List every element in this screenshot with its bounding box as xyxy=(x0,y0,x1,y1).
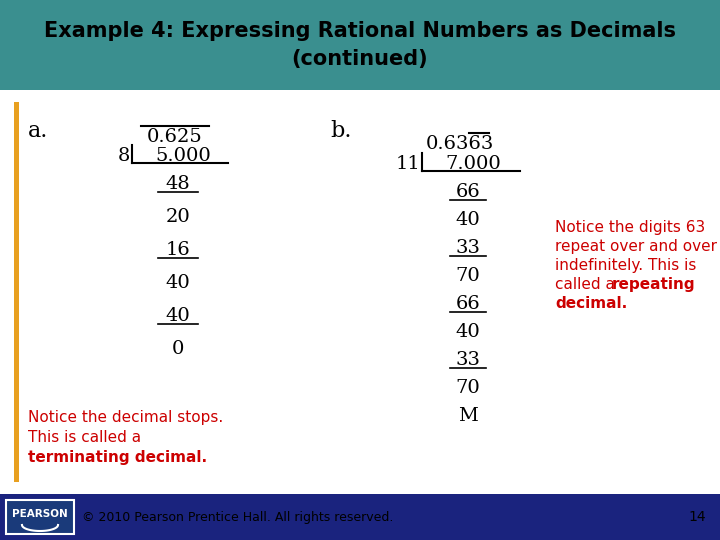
Text: terminating decimal.: terminating decimal. xyxy=(28,450,207,465)
Text: a.: a. xyxy=(28,120,48,142)
Text: 66: 66 xyxy=(456,183,480,201)
Bar xyxy=(14,102,19,482)
Text: Example 4: Expressing Rational Numbers as Decimals
(continued): Example 4: Expressing Rational Numbers a… xyxy=(44,21,676,69)
Text: 70: 70 xyxy=(456,267,480,285)
Text: 40: 40 xyxy=(166,307,190,325)
Text: decimal.: decimal. xyxy=(555,296,627,311)
Text: 11: 11 xyxy=(395,155,420,173)
Text: repeat over and over: repeat over and over xyxy=(555,239,717,254)
Text: 14: 14 xyxy=(688,510,706,524)
Text: b.: b. xyxy=(330,120,351,142)
Text: 40: 40 xyxy=(166,274,190,292)
Text: 33: 33 xyxy=(456,351,480,369)
Text: 16: 16 xyxy=(166,241,190,259)
Text: M: M xyxy=(458,407,478,425)
Bar xyxy=(0,0,720,90)
Text: 70: 70 xyxy=(456,379,480,397)
Bar xyxy=(0,494,720,540)
Text: 5.000: 5.000 xyxy=(155,147,211,165)
Text: 40: 40 xyxy=(456,323,480,341)
Text: 0.625: 0.625 xyxy=(147,128,203,146)
Text: This is called a: This is called a xyxy=(28,430,146,445)
Text: repeating: repeating xyxy=(612,277,696,292)
Text: 0.6363: 0.6363 xyxy=(426,135,494,153)
Text: 0: 0 xyxy=(172,340,184,358)
Text: Notice the decimal stops.: Notice the decimal stops. xyxy=(28,410,223,425)
Text: 48: 48 xyxy=(166,175,190,193)
Text: 66: 66 xyxy=(456,295,480,313)
Text: Notice the digits 63: Notice the digits 63 xyxy=(555,220,706,235)
Text: PEARSON: PEARSON xyxy=(12,509,68,519)
Text: called a: called a xyxy=(555,277,620,292)
Text: 7.000: 7.000 xyxy=(445,155,501,173)
Text: 33: 33 xyxy=(456,239,480,257)
Text: indefinitely. This is: indefinitely. This is xyxy=(555,258,696,273)
Text: 20: 20 xyxy=(166,208,190,226)
Text: © 2010 Pearson Prentice Hall. All rights reserved.: © 2010 Pearson Prentice Hall. All rights… xyxy=(82,510,393,523)
Bar xyxy=(6,500,74,534)
Text: 8: 8 xyxy=(117,147,130,165)
Text: 40: 40 xyxy=(456,211,480,229)
